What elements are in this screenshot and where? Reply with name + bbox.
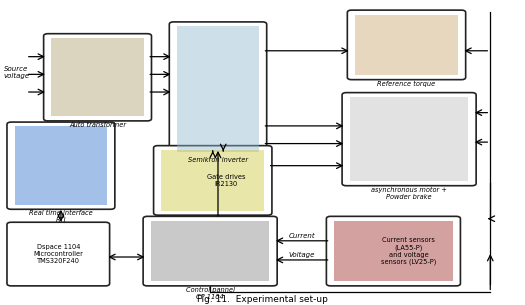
FancyBboxPatch shape <box>350 97 468 181</box>
FancyBboxPatch shape <box>44 34 152 121</box>
FancyBboxPatch shape <box>177 26 259 152</box>
FancyBboxPatch shape <box>162 150 264 211</box>
Text: Auto transformer: Auto transformer <box>69 122 126 128</box>
FancyBboxPatch shape <box>342 93 476 186</box>
Text: Gate drives
IR2130: Gate drives IR2130 <box>207 174 245 187</box>
Text: Fig. 11.  Experimental set-up: Fig. 11. Experimental set-up <box>197 295 328 304</box>
Text: Dspace 1104
Microcontroller
TMS320F240: Dspace 1104 Microcontroller TMS320F240 <box>34 244 83 264</box>
FancyBboxPatch shape <box>15 127 107 205</box>
FancyBboxPatch shape <box>151 221 269 282</box>
FancyBboxPatch shape <box>169 22 267 156</box>
Text: Semikron inverter: Semikron inverter <box>188 157 248 163</box>
FancyBboxPatch shape <box>51 38 144 117</box>
Text: Voltage: Voltage <box>289 252 315 258</box>
FancyBboxPatch shape <box>154 146 272 215</box>
Text: Reference torque: Reference torque <box>377 81 436 87</box>
FancyBboxPatch shape <box>355 15 458 75</box>
Text: Current: Current <box>288 233 315 239</box>
FancyBboxPatch shape <box>327 216 460 286</box>
FancyBboxPatch shape <box>143 216 277 286</box>
FancyBboxPatch shape <box>348 10 466 80</box>
Text: asynchronous motor +
Powder brake: asynchronous motor + Powder brake <box>371 187 447 200</box>
Text: Real time interface
RTI: Real time interface RTI <box>29 210 93 224</box>
Text: Control pannel
CP 1104: Control pannel CP 1104 <box>186 287 235 300</box>
FancyBboxPatch shape <box>7 222 110 286</box>
Text: Current sensors
(LA55-P)
and voltage
sensors (LV25-P): Current sensors (LA55-P) and voltage sen… <box>381 237 436 265</box>
FancyBboxPatch shape <box>334 221 453 282</box>
FancyBboxPatch shape <box>7 122 115 209</box>
Text: Source
voltage: Source voltage <box>3 66 29 79</box>
